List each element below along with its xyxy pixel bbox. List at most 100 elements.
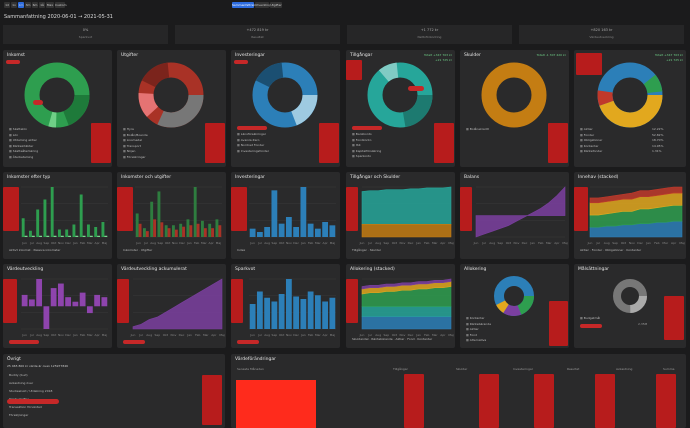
redaction: [6, 60, 20, 64]
x-tick-label: Sep: [272, 241, 278, 245]
x-tick-label: Aug: [489, 241, 495, 245]
legend-pct: 1.31%: [652, 149, 662, 154]
card-inkomst: Inkomst Skattelön Lön Utdelning aktier R…: [3, 50, 112, 167]
bar: [43, 306, 50, 329]
x-tick-label: Jan: [186, 333, 192, 337]
x-tick-label: Aug: [375, 333, 381, 337]
x-tick-label: Jan: [645, 241, 651, 245]
range-1v[interactable]: 1v: [11, 2, 17, 8]
legend-item: Aktivt inkomst: [9, 248, 31, 252]
area-series: [361, 306, 452, 317]
bar: [196, 223, 200, 237]
x-tick-label: Maj: [102, 333, 107, 337]
legend: Skuldandel · Räntebärande · Aktier · Fon…: [352, 337, 433, 341]
card-title: Värdeutveckling ackumulerat: [121, 267, 187, 272]
change-badge: +21 725 kr: [435, 58, 452, 62]
donut-slice: [494, 276, 534, 316]
range-1y[interactable]: 1å: [39, 2, 45, 8]
legend-item: Fond: [407, 337, 415, 341]
legend-item: Passiva inkomster: [33, 248, 61, 252]
x-tick-label: Maj: [448, 333, 453, 337]
range-3m[interactable]: 3m: [25, 2, 31, 8]
x-tick-label: Jun: [359, 333, 365, 337]
bar: [97, 235, 101, 237]
card-title: Värdeutveckling: [7, 267, 44, 272]
bar: [135, 213, 139, 237]
bar: [86, 224, 90, 237]
x-tick-label: Okt: [279, 241, 285, 245]
redaction: [664, 296, 684, 340]
range-6m[interactable]: 6m: [32, 2, 38, 8]
redaction: [202, 375, 222, 425]
x-tick-label: Dec: [637, 241, 643, 245]
x-tick-label: Dec: [65, 241, 71, 245]
bar: [322, 301, 329, 329]
donut-slice: [597, 62, 663, 128]
x-tick-label: Mar: [432, 333, 438, 337]
chart-allokering-stacked: Jun Jul Aug Sep Okt Nov Dec Jan Feb Mar Apr Maj: [359, 278, 454, 337]
tab-sammanfattning[interactable]: Sammanfattning: [232, 2, 258, 8]
redaction: [434, 123, 454, 163]
x-tick-label: Jan: [529, 241, 535, 245]
x-tick-label: Feb: [308, 333, 313, 337]
x-tick-label: Mar: [203, 333, 209, 337]
stat-label: Resultat: [251, 35, 264, 39]
info-row: Avkastning över: [9, 381, 34, 385]
legend-pct: 52.82%: [652, 132, 664, 137]
range-1m[interactable]: 1m: [18, 2, 24, 8]
legend-item: Aktier: [580, 127, 602, 133]
legend-item: Bankkonto: [352, 132, 381, 138]
bar: [75, 235, 79, 237]
redaction: [33, 100, 43, 105]
bar: [189, 225, 193, 237]
bar: [293, 227, 300, 237]
range-max[interactable]: Max: [46, 2, 54, 8]
donut-slice: [597, 62, 663, 128]
total-badge: Totalt +347 703 kr: [424, 53, 452, 57]
card-vardeforandringar: Värdeförändringar Senaste Månaden Tillgå…: [231, 354, 686, 428]
legend: Aktier Fonder Obligationer Kontanter Rän…: [580, 127, 603, 155]
redaction: [91, 123, 111, 163]
x-tick-label: Sep: [272, 333, 278, 337]
redaction: [234, 60, 248, 64]
redaction: [580, 324, 602, 328]
legend-item: Fonder: [580, 133, 602, 139]
stat-value: +820 163 kr: [590, 28, 613, 32]
tab-utveckling[interactable]: Utveckling: [255, 2, 271, 8]
x-tick-label: Okt: [165, 241, 171, 245]
bar: [186, 219, 190, 237]
legend-item: Investeringsfonder: [237, 149, 269, 155]
bar: [79, 194, 83, 237]
bar: [164, 225, 168, 237]
redaction: [3, 279, 17, 323]
bar: [72, 224, 76, 237]
redaction: [460, 187, 472, 231]
bar: [53, 235, 57, 237]
bar: [65, 297, 72, 307]
bar: [293, 296, 300, 329]
bar: [89, 235, 93, 237]
stat-value: +472 819 kr: [246, 28, 269, 32]
card-title: Inkomster och utgifter: [121, 175, 172, 180]
range-custom[interactable]: Custom: [55, 2, 67, 8]
legend-item: Kontanter: [417, 337, 433, 341]
redaction: [205, 123, 225, 163]
bar: [218, 225, 222, 237]
total-badge: Totalt +347 703 kr: [655, 53, 683, 57]
tab-utgifter[interactable]: Utgifter: [270, 2, 282, 8]
legend-pct: 14.95%: [652, 143, 664, 148]
bar: [322, 222, 329, 237]
card-investeringar-bar: Investeringar Jun Jul Aug Sep Okt Nov Dec Jan Fe…: [231, 172, 340, 259]
legend-item: Avanza Zero: [237, 138, 269, 144]
donut-skulder: [481, 62, 547, 128]
range-1d[interactable]: 1d: [4, 2, 10, 8]
legend-item: Bolån/Boende: [123, 133, 148, 139]
legend-item: Ränteintäkter: [9, 144, 38, 150]
bar: [65, 229, 69, 237]
card-title: Inkomster efter typ: [7, 175, 51, 180]
x-tick-label: Feb: [80, 333, 85, 337]
card-balans: Balans Jun Jul Aug Sep Okt Nov Dec Jan Feb Mar Apr…: [460, 172, 569, 259]
x-tick-label: Okt: [621, 241, 627, 245]
donut-slice: [613, 279, 647, 313]
x-tick-label: Nov: [58, 333, 64, 337]
